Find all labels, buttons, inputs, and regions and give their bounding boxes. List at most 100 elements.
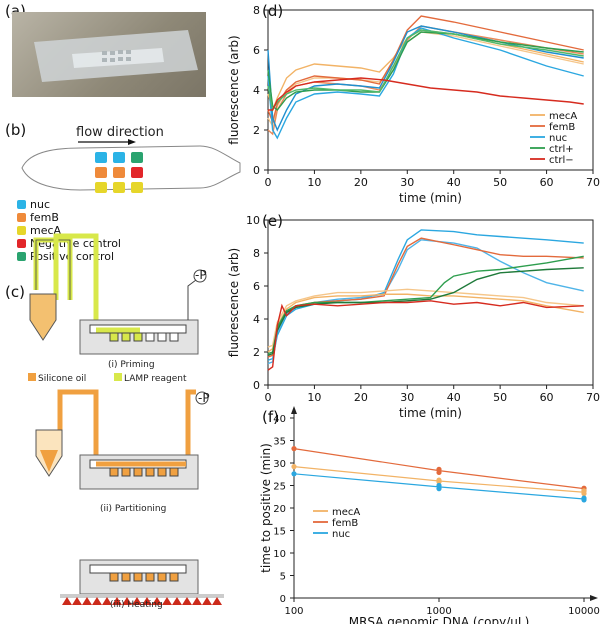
chart-f-ytick-label-8: 40 bbox=[273, 414, 286, 425]
chart-e-xtick-label-4: 40 bbox=[447, 391, 461, 404]
chart-e-series-nuc-0 bbox=[267, 229, 584, 361]
heat-chip-well-4 bbox=[157, 572, 167, 582]
chart-d-xtick-label-4: 40 bbox=[447, 176, 461, 189]
chart-e-xlabel: time (min) bbox=[399, 406, 462, 420]
prime-tube-left-outline bbox=[35, 239, 71, 300]
legend-swatch-positive-control bbox=[17, 252, 26, 261]
well-r2-c1 bbox=[113, 182, 125, 193]
chart-f-ytick-label-2: 10 bbox=[273, 549, 286, 560]
heater-triangle-12 bbox=[182, 597, 192, 605]
chart-e-series-ctrl+-6 bbox=[267, 267, 584, 356]
chart-d-legend-label-3: ctrl+ bbox=[549, 144, 574, 155]
chart-d-series-ctrl+-6 bbox=[267, 31, 584, 112]
part-chip-well-0 bbox=[109, 467, 119, 477]
part-chip-well-5 bbox=[169, 467, 179, 477]
chart-e-ytick-label-1: 2 bbox=[253, 346, 260, 359]
chart-f-legend-label-2: nuc bbox=[332, 529, 350, 540]
chart-f-point-mecA-2 bbox=[436, 479, 442, 485]
well-r1-c1 bbox=[113, 167, 125, 178]
chart-e-xtick-label-2: 20 bbox=[354, 391, 368, 404]
chart-d-series-femB-3 bbox=[267, 25, 584, 136]
chart-e-series-ctrl−-7 bbox=[267, 300, 584, 371]
chart-f-ytick-label-5: 25 bbox=[273, 482, 286, 493]
part-chip-well-2 bbox=[133, 467, 143, 477]
heat-chip-well-3 bbox=[145, 572, 155, 582]
chart-f-ytick-label-1: 5 bbox=[280, 572, 286, 583]
well-r1-c2 bbox=[131, 167, 143, 178]
heater-triangle-4 bbox=[102, 597, 112, 605]
chart-e-ylabel: fluorescence (arb) bbox=[227, 248, 241, 357]
chart-f-point-femB-2 bbox=[436, 469, 442, 476]
heater-triangle-13 bbox=[192, 597, 202, 605]
prime-tube-inlet bbox=[53, 233, 99, 338]
chart-e-frame bbox=[267, 219, 594, 386]
chart-f-legend-label-0: mecA bbox=[332, 507, 360, 518]
flow-direction-label: flow direction bbox=[76, 125, 164, 140]
heater-triangle-14 bbox=[202, 597, 212, 605]
chart-e-xtick-label-5: 50 bbox=[493, 391, 507, 404]
legend-swatch-femb bbox=[17, 213, 26, 222]
legend-label-femb: femB bbox=[30, 211, 59, 224]
heater-triangle-9 bbox=[152, 597, 162, 605]
panel-label-e: (e) bbox=[262, 212, 283, 230]
heater-triangle-2 bbox=[82, 597, 92, 605]
chart-d-series-ctrl−-8 bbox=[268, 77, 584, 111]
chart-d-series-mecA-1 bbox=[267, 29, 584, 113]
chart-d-xlabel: time (min) bbox=[399, 191, 462, 205]
chip-wells bbox=[102, 50, 131, 62]
prime-chip-well-4 bbox=[157, 332, 167, 342]
heat-chip-well-2 bbox=[133, 572, 143, 582]
well-r2-c2 bbox=[131, 182, 143, 193]
heater-triangle-1 bbox=[72, 597, 82, 605]
heat-chip-well-1 bbox=[121, 572, 131, 582]
part-tube-inlet bbox=[57, 389, 99, 470]
chart-f-point-nuc-0 bbox=[291, 471, 297, 477]
heat-chip-channel bbox=[89, 564, 187, 574]
chart-e-ytick-label-4: 8 bbox=[253, 247, 260, 260]
chart-d-ytick-label-0: 0 bbox=[253, 164, 260, 177]
legend-swatch-meca bbox=[17, 226, 26, 235]
chart-f-xaxis-arrow bbox=[590, 595, 598, 601]
chip-outline bbox=[21, 145, 241, 191]
chip-photo-drawing bbox=[34, 30, 198, 82]
chart-f-ytick-label-3: 15 bbox=[273, 527, 286, 538]
chart-f-xlabel: MRSA genomic DNA (copy/µL) bbox=[349, 615, 530, 624]
heater-triangle-15 bbox=[212, 597, 222, 605]
heater-triangle-7 bbox=[132, 597, 142, 605]
chart-d-legend-label-2: nuc bbox=[549, 133, 567, 144]
chart-d-ytick-label-2: 4 bbox=[253, 84, 260, 97]
well-r2-c0 bbox=[95, 182, 107, 193]
part-tube-outlet bbox=[185, 389, 196, 470]
part-chip-well-4 bbox=[157, 467, 167, 477]
chart-e-xtick-label-1: 10 bbox=[307, 391, 321, 404]
well-r0-c0 bbox=[95, 152, 107, 163]
prime-chip-well-2 bbox=[133, 332, 143, 342]
legend-oil-swatch bbox=[28, 373, 36, 381]
chart-d-ytick-label-1: 2 bbox=[253, 124, 260, 137]
part-pump bbox=[195, 391, 209, 405]
chip-photo bbox=[12, 12, 206, 97]
chart-e-xtick-label-7: 70 bbox=[586, 391, 600, 404]
chart-e-xtick-label-3: 30 bbox=[400, 391, 414, 404]
flow-arrow-head bbox=[128, 139, 136, 145]
legend-lamp-swatch bbox=[114, 373, 122, 381]
chart-f-point-mecA-4 bbox=[581, 491, 587, 497]
chart-f-xtick-label-2: 10000 bbox=[568, 606, 600, 617]
pump-label-2: -P bbox=[198, 391, 210, 405]
prime-vial bbox=[29, 293, 57, 341]
prime-outlet bbox=[187, 279, 197, 320]
panel-label-b: (b) bbox=[5, 121, 27, 139]
chart-d-series-ctrl+-7 bbox=[267, 29, 584, 112]
chart-e-ytick-label-5: 10 bbox=[246, 214, 260, 227]
chart-d-xtick-label-1: 10 bbox=[307, 176, 321, 189]
legend-label-nuc: nuc bbox=[30, 198, 50, 211]
chart-f-point-nuc-2 bbox=[436, 486, 442, 492]
heater-triangle-11 bbox=[172, 597, 182, 605]
chart-d-ytick-label-3: 6 bbox=[253, 44, 260, 57]
chart-d-xtick-label-0: 0 bbox=[265, 176, 272, 189]
panel-label-f: (f) bbox=[262, 408, 279, 426]
heater-triangle-0 bbox=[62, 597, 72, 605]
step-partitioning: (ii) Partitioning bbox=[100, 504, 167, 514]
heat-plate bbox=[60, 594, 224, 598]
chart-d-legend-label-4: ctrl− bbox=[549, 155, 574, 166]
